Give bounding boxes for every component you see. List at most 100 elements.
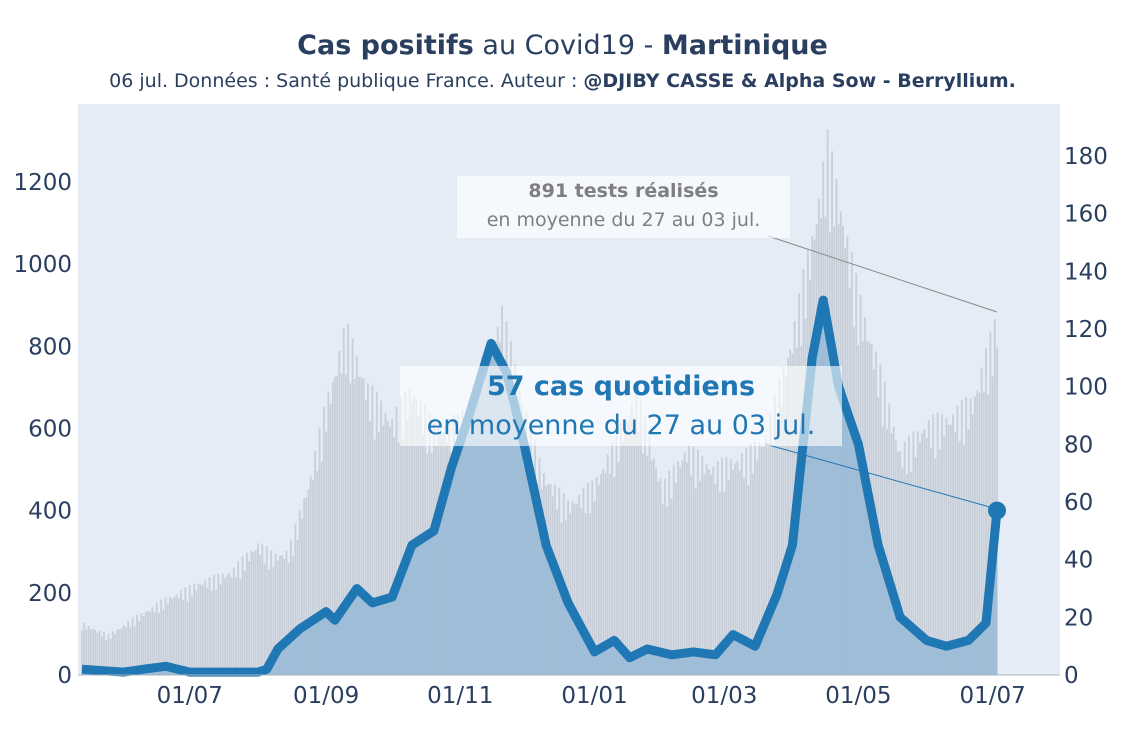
- tests-bar: [221, 573, 224, 675]
- tests-bar: [252, 551, 255, 675]
- tests-bar: [897, 452, 899, 675]
- tests-bar: [111, 631, 114, 675]
- tests-bar: [340, 373, 343, 675]
- tests-bar: [294, 524, 297, 675]
- tests-bar: [641, 453, 644, 675]
- tests-bar: [615, 431, 618, 675]
- tests-bar: [358, 376, 361, 675]
- cases-annotation-value: 57 cas quotidiens: [486, 371, 756, 402]
- tests-bar: [958, 441, 961, 675]
- tests-bar: [356, 356, 358, 675]
- tests-bar: [230, 577, 233, 675]
- tests-bar: [184, 587, 187, 675]
- tests-bar: [901, 467, 904, 675]
- tests-bar: [371, 385, 374, 675]
- tests-bar: [905, 473, 908, 675]
- tests-bar: [677, 461, 679, 675]
- tests-bar: [716, 461, 719, 675]
- tests-bar: [714, 484, 717, 675]
- tests-bar: [380, 400, 383, 675]
- tests-bar: [391, 418, 394, 675]
- tests-bar: [254, 550, 257, 675]
- tests-bar: [213, 574, 215, 675]
- tests-bar: [941, 413, 943, 675]
- tests-bar: [89, 629, 92, 675]
- tests-bar: [296, 539, 299, 675]
- tests-bar: [232, 567, 235, 675]
- tests-bar: [268, 569, 270, 675]
- tests-bar: [131, 617, 134, 675]
- tests-bar: [105, 640, 108, 675]
- tests-bar: [721, 457, 723, 675]
- tests-bar: [908, 435, 910, 675]
- tests-annotation-arrow: [767, 235, 998, 313]
- tests-bar: [263, 563, 266, 675]
- title-middle: au Covid19 -: [473, 30, 662, 61]
- tests-bar: [226, 575, 229, 675]
- x-tick-label: 01/09: [293, 683, 359, 709]
- tests-bar: [94, 629, 97, 675]
- tests-bar: [602, 468, 605, 675]
- tests-bar: [175, 594, 178, 675]
- tests-bar: [985, 347, 987, 675]
- tests-bar: [943, 436, 946, 675]
- tests-bar: [316, 471, 319, 675]
- tests-bar: [769, 413, 772, 675]
- tests-bar: [707, 469, 710, 675]
- tests-bar: [644, 416, 646, 675]
- tests-bar: [129, 626, 132, 675]
- x-tick-label: 01/01: [561, 683, 627, 709]
- tests-bar: [389, 427, 391, 675]
- tests-bar: [312, 479, 314, 675]
- tests-bar: [628, 415, 631, 675]
- tests-bar: [191, 595, 193, 675]
- tests-bar: [784, 377, 787, 675]
- tests-bar: [584, 513, 587, 675]
- tests-bar: [261, 544, 264, 675]
- tests-bar: [630, 402, 633, 675]
- tests-bar: [169, 596, 171, 675]
- tests-bar: [600, 473, 602, 675]
- tests-bar: [780, 405, 783, 675]
- tests-bar: [138, 621, 141, 675]
- tests-bar: [151, 606, 154, 675]
- tests-bar: [160, 599, 163, 675]
- tests-bar: [349, 383, 352, 675]
- tests-bar: [320, 461, 323, 675]
- tests-bar: [413, 397, 416, 675]
- y-right-tick-label: 160: [1064, 202, 1108, 228]
- tests-bar: [613, 476, 616, 675]
- tests-bar: [672, 464, 675, 675]
- tests-bar: [938, 449, 941, 675]
- tests-bar: [965, 397, 968, 675]
- tests-bar: [171, 599, 174, 675]
- tests-bar: [367, 383, 369, 675]
- tests-bar: [369, 421, 372, 675]
- x-tick-label: 01/03: [691, 683, 757, 709]
- tests-bar: [936, 412, 939, 675]
- tests-bar: [949, 424, 952, 675]
- tests-bar: [910, 472, 913, 675]
- tests-bar: [384, 412, 387, 675]
- y-right-tick-label: 120: [1064, 317, 1108, 343]
- tests-bar: [411, 401, 413, 675]
- y-right-tick-label: 40: [1064, 548, 1093, 574]
- chart-title: Cas positifs au Covid19 - Martinique: [0, 30, 1125, 61]
- tests-bar: [272, 566, 275, 675]
- tests-bar: [734, 463, 737, 675]
- tests-bar: [666, 506, 668, 675]
- tests-bar: [287, 563, 290, 675]
- tests-bar: [173, 597, 176, 675]
- tests-bar: [408, 389, 411, 675]
- tests-bar: [182, 599, 185, 675]
- tests-bar: [153, 612, 156, 675]
- cases-annotation: 57 cas quotidiens en moyenne du 27 au 03…: [400, 366, 842, 446]
- tests-bar: [718, 492, 721, 675]
- tests-bar: [103, 632, 105, 675]
- tests-bar: [342, 328, 345, 675]
- tests-bar: [597, 484, 600, 675]
- tests-bar: [81, 630, 83, 675]
- tests-bar: [578, 494, 580, 675]
- tests-bar: [963, 444, 965, 675]
- x-tick-label: 01/07: [959, 683, 1025, 709]
